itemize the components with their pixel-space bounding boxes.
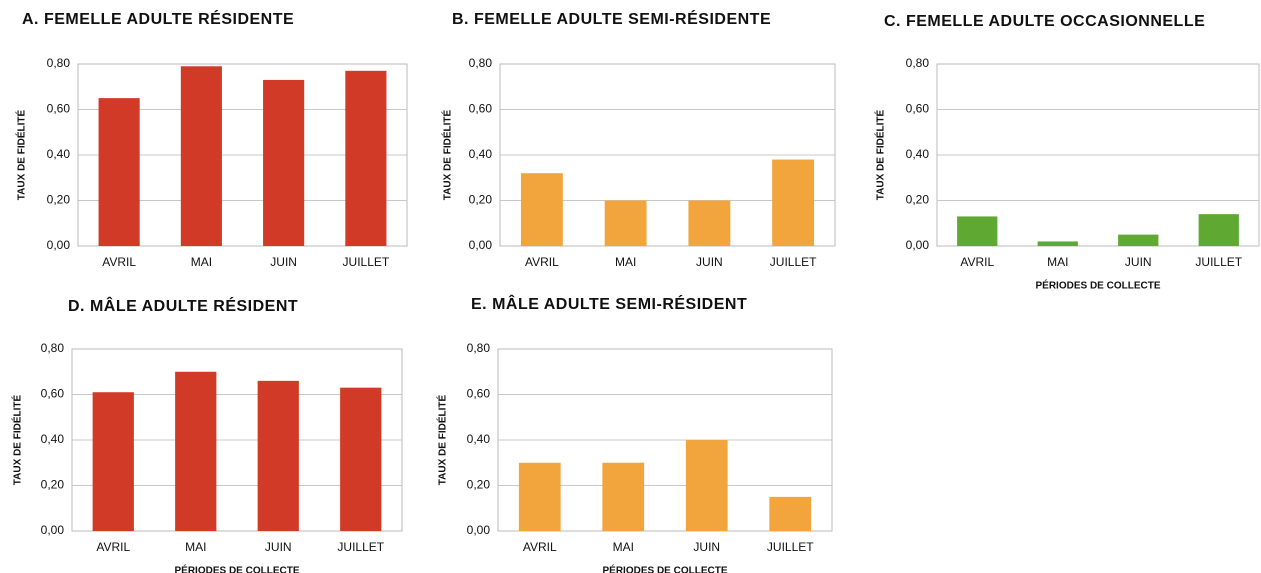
x-tick-label: JUIN bbox=[270, 255, 297, 269]
x-axis-label: PÉRIODES DE COLLECTE bbox=[1035, 279, 1160, 292]
y-tick-label: 0,60 bbox=[41, 387, 65, 401]
bar bbox=[98, 98, 140, 246]
chart-title: E. MÂLE ADULTE SEMI-RÉSIDENT bbox=[471, 294, 747, 313]
y-tick-label: 0,20 bbox=[467, 478, 491, 492]
y-tick-label: 0,40 bbox=[906, 147, 930, 161]
bar bbox=[340, 387, 382, 531]
chart-title: A. FEMELLE ADULTE RÉSIDENTE bbox=[22, 9, 294, 28]
bar bbox=[1037, 241, 1078, 246]
x-axis-label: PÉRIODES DE COLLECTE bbox=[602, 564, 727, 573]
y-tick-label: 0,00 bbox=[906, 238, 930, 252]
subplot: E. MÂLE ADULTE SEMI-RÉSIDENT TAUX DE FIDÉ… bbox=[436, 294, 833, 573]
plot-frame bbox=[71, 348, 403, 532]
x-tick-label: JUILLET bbox=[770, 255, 817, 269]
x-tick-label: MAI bbox=[185, 540, 206, 554]
x-tick-label: JUILLET bbox=[337, 540, 384, 554]
bar bbox=[769, 496, 812, 531]
bar bbox=[175, 371, 217, 531]
y-tick-label: 0,40 bbox=[47, 147, 71, 161]
y-tick-label: 0,60 bbox=[467, 387, 491, 401]
x-axis-label: PÉRIODES DE COLLECTE bbox=[174, 564, 299, 573]
y-tick-label: 0,80 bbox=[41, 341, 65, 355]
bar bbox=[263, 79, 305, 246]
y-axis-label: TAUX DE FIDÉLITÉ bbox=[15, 109, 28, 200]
plot-frame bbox=[497, 348, 833, 532]
bar bbox=[604, 200, 647, 246]
y-tick-label: 0,00 bbox=[47, 238, 71, 252]
y-tick-label: 0,60 bbox=[906, 102, 930, 116]
y-axis-label: TAUX DE FIDÉLITÉ bbox=[436, 394, 449, 485]
y-tick-label: 0,40 bbox=[469, 147, 493, 161]
y-tick-label: 0,20 bbox=[469, 193, 493, 207]
y-tick-label: 0,60 bbox=[469, 102, 493, 116]
x-tick-label: JUIN bbox=[693, 540, 720, 554]
x-tick-label: JUILLET bbox=[343, 255, 390, 269]
bar bbox=[957, 216, 998, 246]
y-tick-label: 0,00 bbox=[467, 523, 491, 537]
plot-frame bbox=[936, 63, 1260, 247]
y-tick-label: 0,80 bbox=[906, 56, 930, 70]
x-tick-label: JUIN bbox=[696, 255, 723, 269]
plot-frame bbox=[77, 63, 408, 247]
bar bbox=[1198, 214, 1239, 246]
y-tick-label: 0,20 bbox=[47, 193, 71, 207]
y-axis-label: TAUX DE FIDÉLITÉ bbox=[11, 394, 24, 485]
x-tick-label: MAI bbox=[613, 540, 634, 554]
y-tick-label: 0,20 bbox=[906, 193, 930, 207]
y-axis-label: TAUX DE FIDÉLITÉ bbox=[874, 109, 887, 200]
subplot: B. FEMELLE ADULTE SEMI-RÉSIDENTE TAUX DE … bbox=[441, 9, 836, 269]
bar bbox=[688, 200, 731, 246]
x-tick-label: JUIN bbox=[1125, 255, 1152, 269]
bar bbox=[772, 159, 815, 246]
y-tick-label: 0,80 bbox=[467, 341, 491, 355]
x-tick-label: AVRIL bbox=[523, 540, 557, 554]
x-tick-label: JUIN bbox=[265, 540, 292, 554]
chart-title: C. FEMELLE ADULTE OCCASIONNELLE bbox=[884, 13, 1205, 30]
y-axis-label: TAUX DE FIDÉLITÉ bbox=[441, 109, 454, 200]
bar bbox=[345, 70, 387, 246]
x-tick-label: JUILLET bbox=[1195, 255, 1242, 269]
bar bbox=[180, 66, 222, 247]
y-tick-label: 0,80 bbox=[47, 56, 71, 70]
bar bbox=[518, 462, 561, 531]
bar bbox=[1118, 234, 1159, 246]
x-tick-label: JUILLET bbox=[767, 540, 814, 554]
x-tick-label: AVRIL bbox=[525, 255, 559, 269]
y-tick-label: 0,80 bbox=[469, 56, 493, 70]
y-tick-label: 0,00 bbox=[41, 523, 65, 537]
plot-frame bbox=[499, 63, 836, 247]
bar bbox=[92, 392, 134, 531]
y-tick-label: 0,00 bbox=[469, 238, 493, 252]
bar bbox=[685, 440, 728, 531]
y-tick-label: 0,20 bbox=[41, 478, 65, 492]
x-tick-label: AVRIL bbox=[102, 255, 136, 269]
x-tick-label: AVRIL bbox=[96, 540, 130, 554]
subplot: C. FEMELLE ADULTE OCCASIONNELLE TAUX DE F… bbox=[874, 13, 1260, 292]
bar bbox=[602, 462, 645, 531]
bar bbox=[520, 173, 563, 246]
x-tick-label: MAI bbox=[1047, 255, 1068, 269]
y-tick-label: 0,40 bbox=[467, 432, 491, 446]
bar bbox=[257, 380, 299, 531]
chart-title: D. MÂLE ADULTE RÉSIDENT bbox=[68, 296, 298, 315]
x-tick-label: MAI bbox=[191, 255, 212, 269]
subplot: A. FEMELLE ADULTE RÉSIDENTE TAUX DE FIDÉL… bbox=[15, 9, 408, 269]
y-tick-label: 0,40 bbox=[41, 432, 65, 446]
chart-title: B. FEMELLE ADULTE SEMI-RÉSIDENTE bbox=[452, 9, 771, 28]
y-tick-label: 0,60 bbox=[47, 102, 71, 116]
x-tick-label: AVRIL bbox=[960, 255, 994, 269]
x-tick-label: MAI bbox=[615, 255, 636, 269]
subplot: D. MÂLE ADULTE RÉSIDENT TAUX DE FIDÉLITÉ P… bbox=[11, 296, 403, 573]
